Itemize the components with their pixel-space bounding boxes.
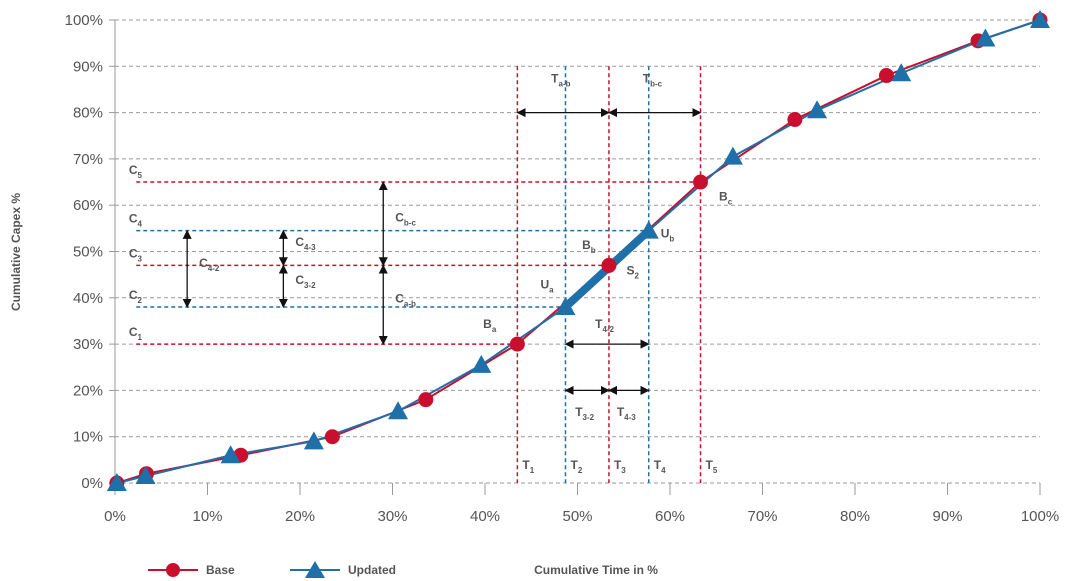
x-tick-label: 80% <box>840 508 870 525</box>
annotation-labels: T1 T2 T3 T4 T5 C1 C2 C3 C4 C5 C4-2 C4-3 C3-2 Cb-c Ca-b… <box>129 72 733 475</box>
capex-reference-label: C1 <box>129 325 143 342</box>
updated-point-marker <box>555 297 576 316</box>
x-axis-ticks: 0% 10% 20% 30% 40% 50% 60% 70% 80% 90% 100% <box>104 483 1059 525</box>
reference-lines <box>136 66 702 483</box>
x-axis-title: Cumulative Time in % <box>534 563 658 577</box>
y-axis-title: Cumulative Capex % <box>9 193 23 311</box>
base-point-marker <box>324 429 340 445</box>
x-tick-label: 70% <box>747 508 777 525</box>
y-tick-label: 50% <box>73 244 103 261</box>
updated-point-marker <box>135 466 156 485</box>
x-tick-label: 30% <box>377 508 407 525</box>
legend-item-base: Base <box>148 563 235 577</box>
base-point-marker <box>693 174 709 190</box>
base-point-marker <box>878 68 894 84</box>
updated-point-marker <box>722 146 743 165</box>
base-point-marker <box>787 112 803 128</box>
updated-point-marker <box>975 28 996 47</box>
dimension-arrows <box>182 108 702 395</box>
point-label: Ua <box>541 278 555 295</box>
updated-point-marker <box>220 445 241 464</box>
legend-updated-marker <box>305 561 325 578</box>
y-tick-label: 80% <box>73 105 103 122</box>
time-difference-label: Ta-b <box>551 72 570 89</box>
time-difference-label: T4-2 <box>595 317 614 334</box>
time-reference-label: T1 <box>522 458 534 475</box>
base-point-marker <box>418 392 434 408</box>
updated-point-marker <box>638 220 659 239</box>
time-reference-label: T2 <box>570 458 582 475</box>
time-reference-label: T5 <box>706 458 718 475</box>
x-tick-label: 0% <box>104 508 126 525</box>
y-tick-label: 30% <box>73 336 103 353</box>
x-tick-label: 100% <box>1021 508 1059 525</box>
updated-point-marker <box>1030 10 1050 28</box>
legend-updated-label: Updated <box>348 563 396 577</box>
x-tick-label: 50% <box>562 508 592 525</box>
y-axis-ticks: 0% 10% 20% 30% 40% 50% 60% 70% 80% 90% 100% <box>65 12 115 492</box>
y-tick-label: 100% <box>65 12 103 29</box>
updated-point-marker <box>303 431 324 450</box>
updated-point-marker <box>891 63 912 82</box>
capex-difference-label: C4-2 <box>199 256 220 273</box>
x-tick-label: 60% <box>655 508 685 525</box>
time-difference-label: T3-2 <box>575 405 594 422</box>
time-reference-label: T4 <box>654 458 666 475</box>
capex-reference-label: C2 <box>129 288 143 305</box>
x-tick-label: 10% <box>192 508 222 525</box>
capex-difference-label: Ca-b <box>395 292 416 309</box>
capex-difference-label: Cb-c <box>395 211 416 228</box>
capex-difference-label: C4-3 <box>295 235 316 252</box>
y-tick-label: 40% <box>73 290 103 307</box>
updated-point-marker <box>471 354 492 373</box>
y-tick-label: 70% <box>73 151 103 168</box>
base-point-marker <box>509 336 525 352</box>
point-label: S2 <box>627 264 640 281</box>
time-reference-label: T3 <box>614 458 626 475</box>
capex-reference-label: C3 <box>129 246 143 263</box>
x-tick-label: 20% <box>285 508 315 525</box>
time-difference-label: Tb-c <box>643 72 663 89</box>
point-label: Ba <box>483 317 497 334</box>
point-label: Ub <box>661 227 675 244</box>
time-difference-label: T4-3 <box>617 405 636 422</box>
y-tick-label: 90% <box>73 58 103 75</box>
x-tick-label: 90% <box>932 508 962 525</box>
y-tick-label: 60% <box>73 197 103 214</box>
legend-base-marker <box>166 563 180 577</box>
base-point-marker <box>601 257 617 273</box>
x-tick-label: 40% <box>470 508 500 525</box>
capex-reference-label: C5 <box>129 163 143 180</box>
legend-base-label: Base <box>206 563 235 577</box>
capex-difference-label: C3-2 <box>295 273 316 290</box>
legend-item-updated: Updated <box>290 561 396 578</box>
y-tick-label: 10% <box>73 429 103 446</box>
updated-point-marker <box>388 401 409 420</box>
capex-reference-label: C4 <box>129 212 143 229</box>
y-tick-label: 0% <box>81 475 103 492</box>
point-label: Bb <box>582 238 596 255</box>
updated-point-marker <box>106 473 127 491</box>
legend: Base Updated <box>148 561 396 578</box>
point-label: Bc <box>719 190 733 207</box>
y-tick-label: 20% <box>73 382 103 399</box>
series-lines <box>106 10 1050 491</box>
updated-point-marker <box>807 100 828 119</box>
